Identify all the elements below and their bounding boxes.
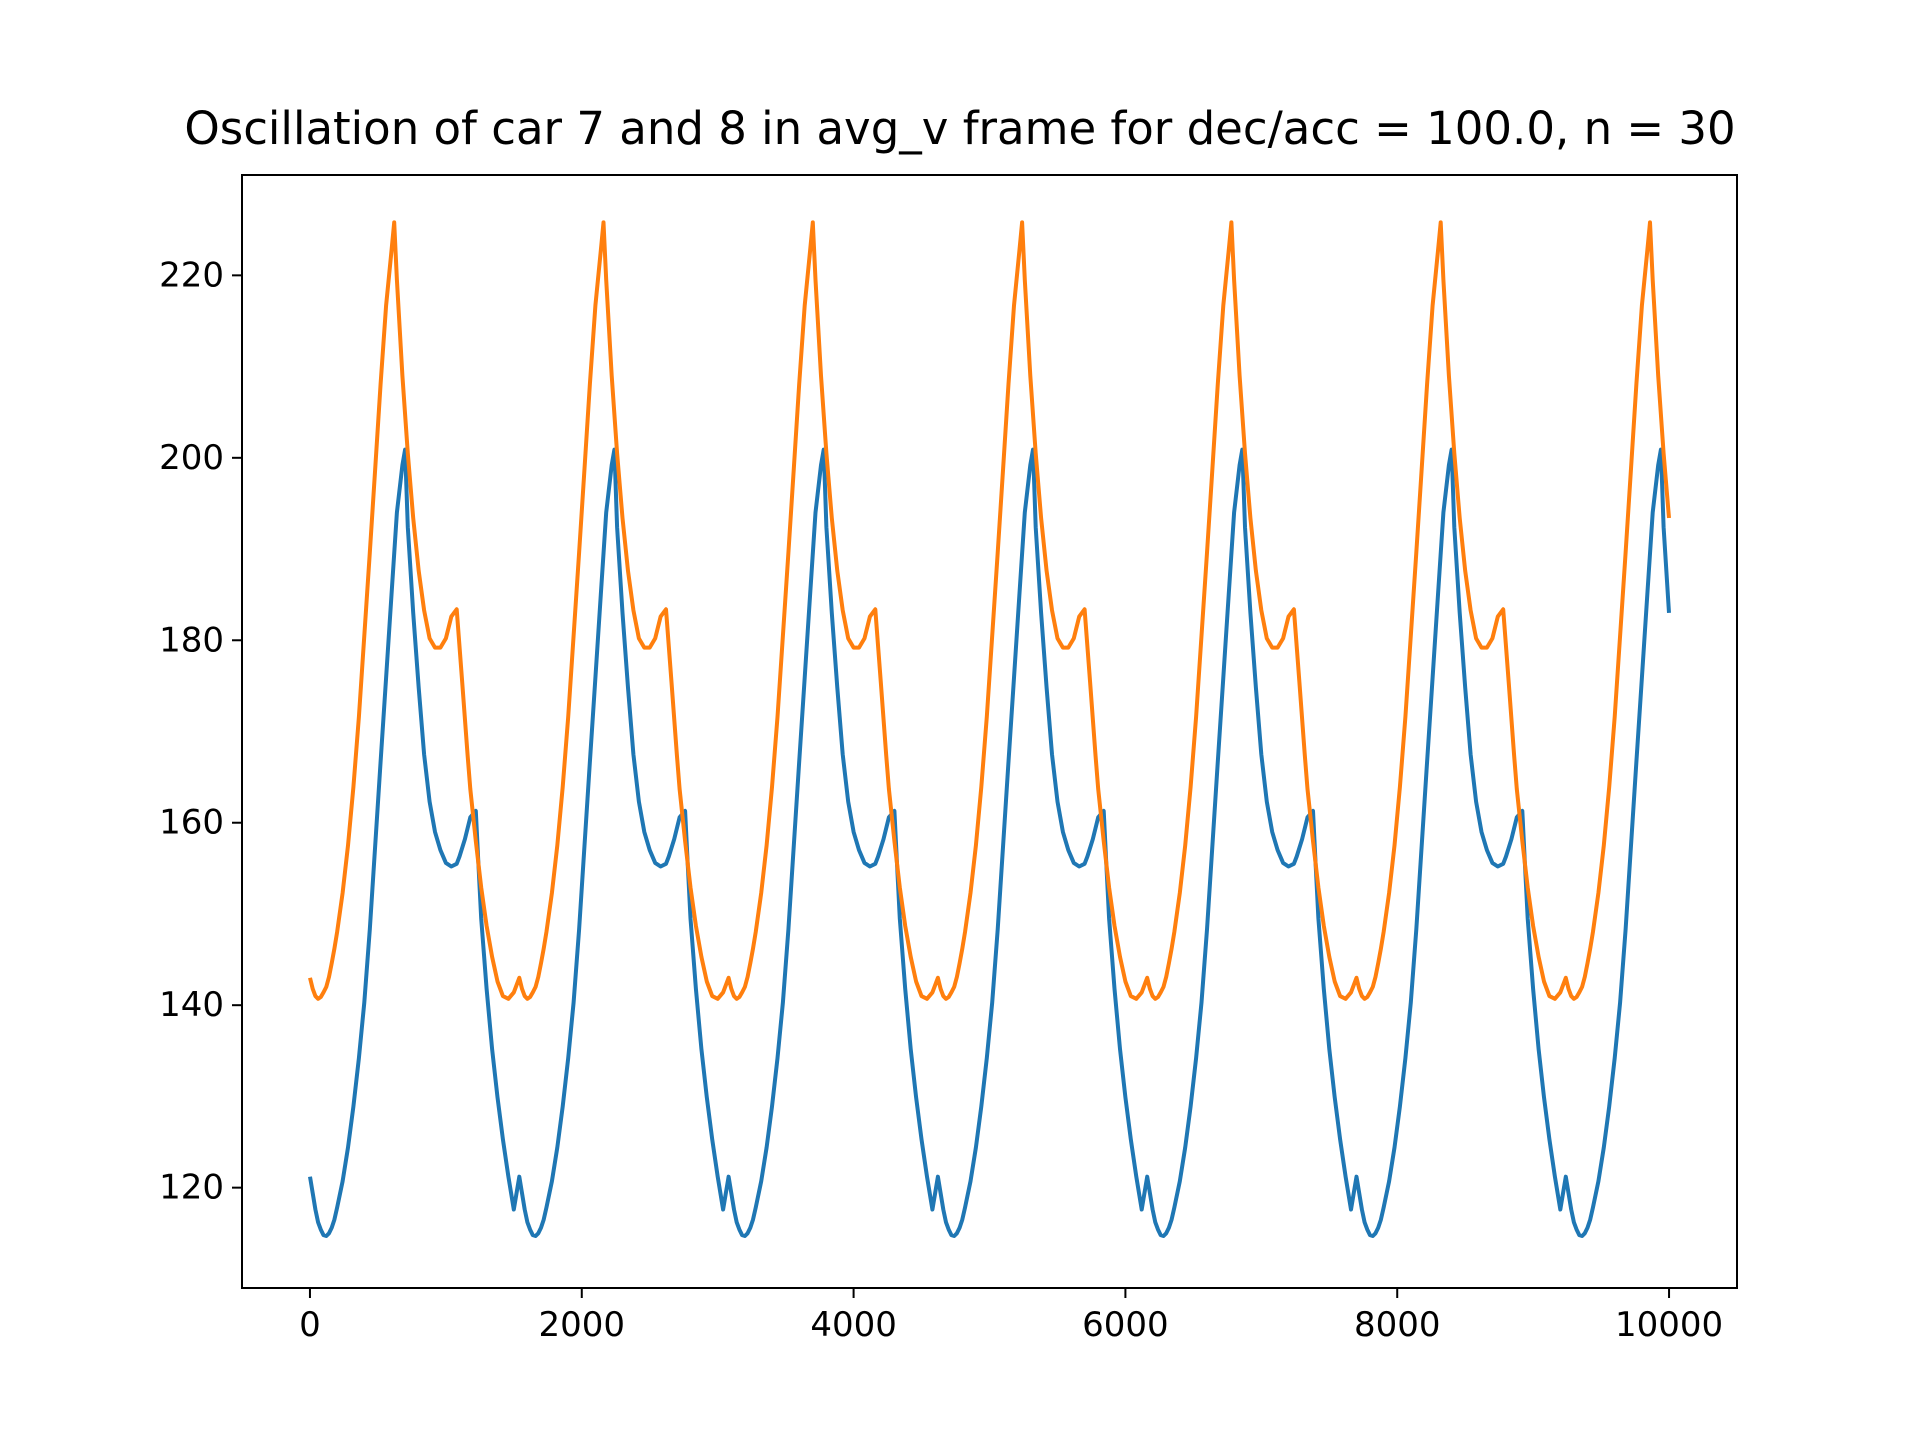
series-line-2 <box>308 220 1671 1001</box>
x-tick-label: 8000 <box>1354 1305 1441 1345</box>
y-tick-label: 200 <box>159 438 224 478</box>
y-tick-label: 140 <box>159 985 224 1025</box>
y-axis: 120 140 160 180 200 220 <box>159 255 242 1208</box>
x-tick-label: 10000 <box>1615 1305 1723 1345</box>
x-tick-label: 4000 <box>810 1305 897 1345</box>
y-tick-label: 220 <box>159 255 224 295</box>
series-layer <box>308 220 1671 1238</box>
axes-frame <box>241 174 1738 1289</box>
x-tick-label: 0 <box>299 1305 321 1345</box>
y-tick-label: 120 <box>159 1168 224 1208</box>
series-line-1 <box>308 447 1671 1238</box>
chart-title: Oscillation of car 7 and 8 in avg_v fram… <box>184 102 1736 155</box>
y-tick-label: 180 <box>159 620 224 660</box>
x-tick-label: 2000 <box>539 1305 626 1345</box>
y-tick-label: 160 <box>159 803 224 843</box>
x-axis: 0 2000 4000 6000 8000 10000 <box>299 1288 1723 1345</box>
x-tick-label: 6000 <box>1082 1305 1169 1345</box>
